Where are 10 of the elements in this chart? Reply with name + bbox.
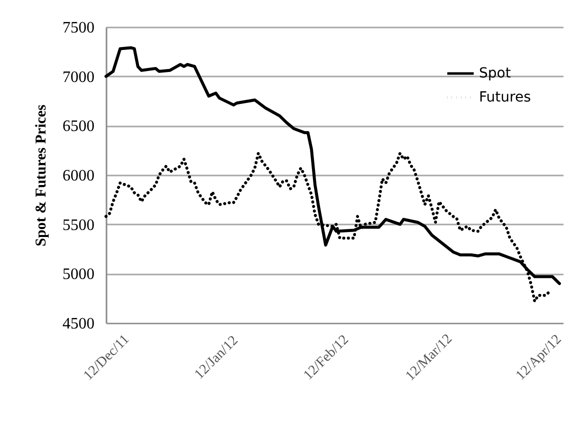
y-tick-label: 7500	[62, 20, 94, 36]
y-tick-label: 4500	[62, 316, 94, 332]
legend-label: Spot	[479, 66, 512, 82]
y-tick-label: 5000	[62, 266, 94, 284]
legend-label: Futures	[479, 90, 531, 106]
y-tick-label: 7000	[62, 68, 94, 86]
y-axis-title: Spot & Futures Prices	[34, 104, 50, 246]
y-tick-label: 6500	[62, 118, 94, 136]
y-tick-label: 6000	[62, 168, 94, 184]
y-tick-label: 5500	[62, 216, 94, 234]
